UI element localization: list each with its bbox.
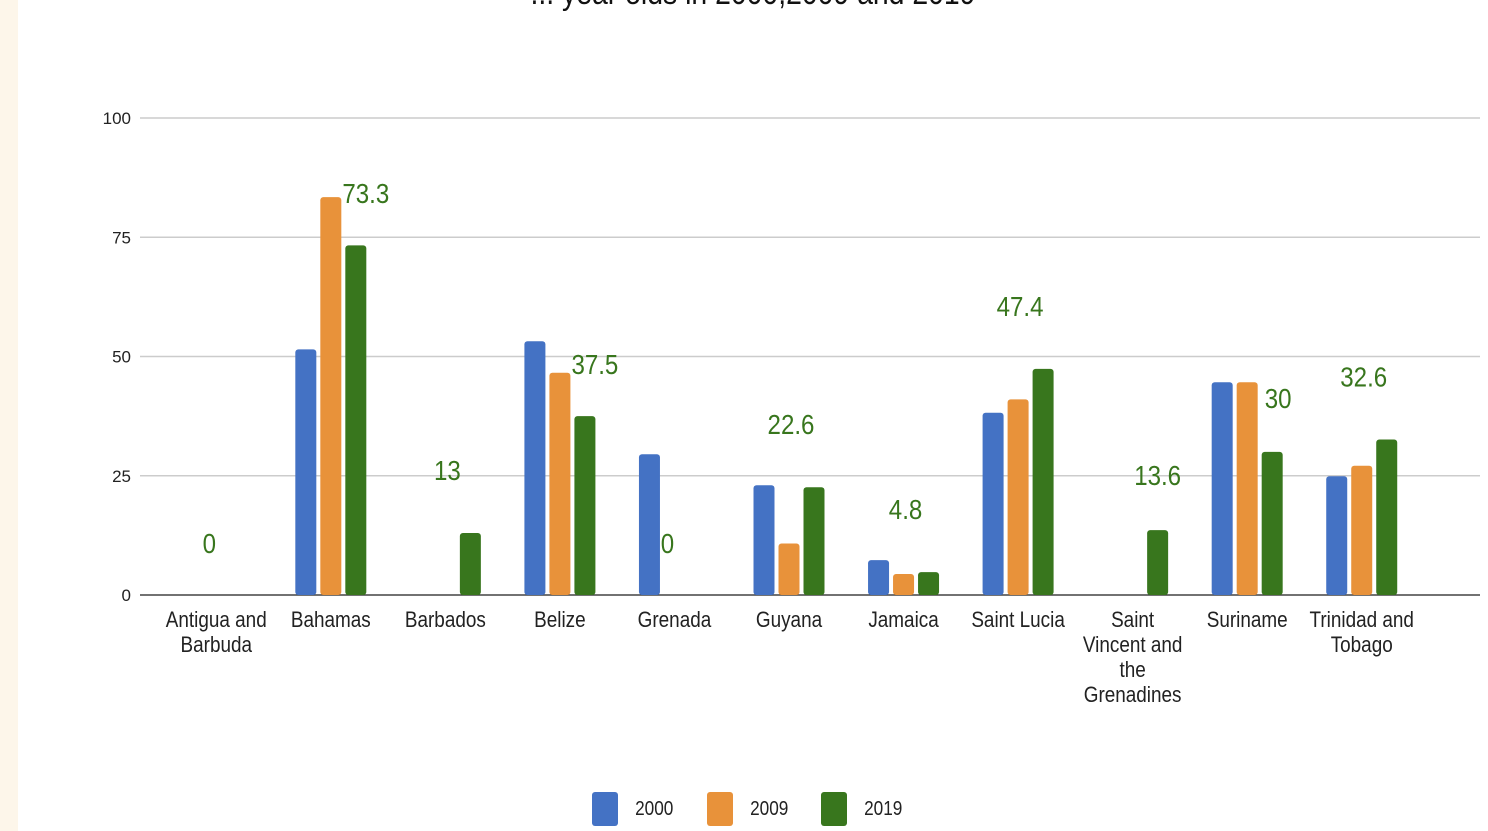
bar-2019 (803, 487, 825, 595)
x-tick-label: Belize (534, 608, 585, 633)
data-label-2019: 0 (203, 527, 216, 559)
x-tick-label: Jamaica (868, 608, 939, 633)
data-label-2019: 37.5 (571, 348, 618, 380)
x-tick-label: Saint (1111, 608, 1154, 633)
bar-2000 (868, 560, 890, 595)
bar-2019 (574, 416, 596, 595)
bar-2009 (778, 543, 800, 595)
bar-2009 (893, 574, 915, 595)
legend-label-2009: 2009 (749, 797, 789, 820)
legend-label-2019: 2019 (864, 797, 903, 820)
bar-2019 (1032, 368, 1054, 595)
data-label-2019: 30 (1265, 382, 1292, 414)
bar-2009 (1007, 399, 1029, 595)
legend: 2000 2009 2019 (0, 792, 1488, 826)
x-tick-label: the (1119, 658, 1145, 683)
bar-2009 (1351, 465, 1373, 595)
x-tick-label: Bahamas (291, 608, 371, 633)
data-label-2019: 13.6 (1134, 459, 1181, 491)
bar-2019 (1376, 439, 1398, 595)
y-tick-label: 75 (112, 228, 131, 247)
data-label-2019: 13 (434, 454, 461, 486)
bar-2000 (524, 341, 546, 595)
x-tick-label: Barbuda (181, 633, 253, 658)
chart-title: ... year olds in 2000,2009 and 2019 (121, 0, 1385, 12)
x-tick-label: Antigua and (166, 608, 267, 633)
bar-2000 (1211, 382, 1233, 595)
bar-2019 (345, 245, 367, 595)
y-tick-label: 25 (112, 467, 131, 486)
bar-2000 (753, 485, 775, 595)
bar-2000 (295, 349, 317, 595)
data-label-2019: 73.3 (342, 177, 389, 209)
legend-swatch-2019 (821, 792, 848, 826)
legend-label-2000: 2000 (635, 797, 674, 820)
bar-2000 (982, 412, 1004, 595)
x-tick-label: Trinidad and (1310, 608, 1414, 633)
x-tick-label: Grenada (638, 608, 712, 633)
bar-2019 (459, 532, 481, 595)
bar-2019 (1261, 451, 1283, 595)
legend-item-2019: 2019 (821, 792, 906, 826)
bar-2019 (1147, 530, 1169, 595)
x-tick-label: Barbados (405, 608, 486, 633)
data-label-2019: 32.6 (1340, 361, 1387, 393)
legend-swatch-2009 (706, 792, 733, 826)
data-label-2019: 4.8 (889, 493, 922, 525)
x-tick-label: Tobago (1331, 633, 1393, 658)
bar-2009 (320, 197, 342, 595)
data-label-2019: 22.6 (768, 408, 815, 440)
data-label-2019: 0 (661, 527, 674, 559)
x-tick-label: Suriname (1207, 608, 1288, 633)
bar-2000 (638, 454, 660, 595)
bar-2000 (1326, 476, 1348, 595)
legend-item-2000: 2000 (592, 792, 677, 826)
bar-2019 (918, 572, 940, 595)
x-tick-label: Vincent and (1083, 633, 1183, 658)
y-tick-label: 0 (122, 586, 131, 605)
legend-item-2009: 2009 (706, 792, 792, 826)
data-label-2019: 47.4 (997, 290, 1044, 322)
legend-swatch-2000 (592, 792, 619, 826)
x-tick-label: Saint Lucia (971, 608, 1065, 633)
bar-2009 (1236, 382, 1258, 595)
x-tick-label: Grenadines (1084, 683, 1182, 708)
x-tick-label: Guyana (756, 608, 823, 633)
y-tick-label: 100 (103, 109, 131, 128)
left-edge-strip (0, 0, 18, 831)
y-tick-label: 50 (112, 348, 131, 367)
bar-2009 (549, 372, 571, 595)
